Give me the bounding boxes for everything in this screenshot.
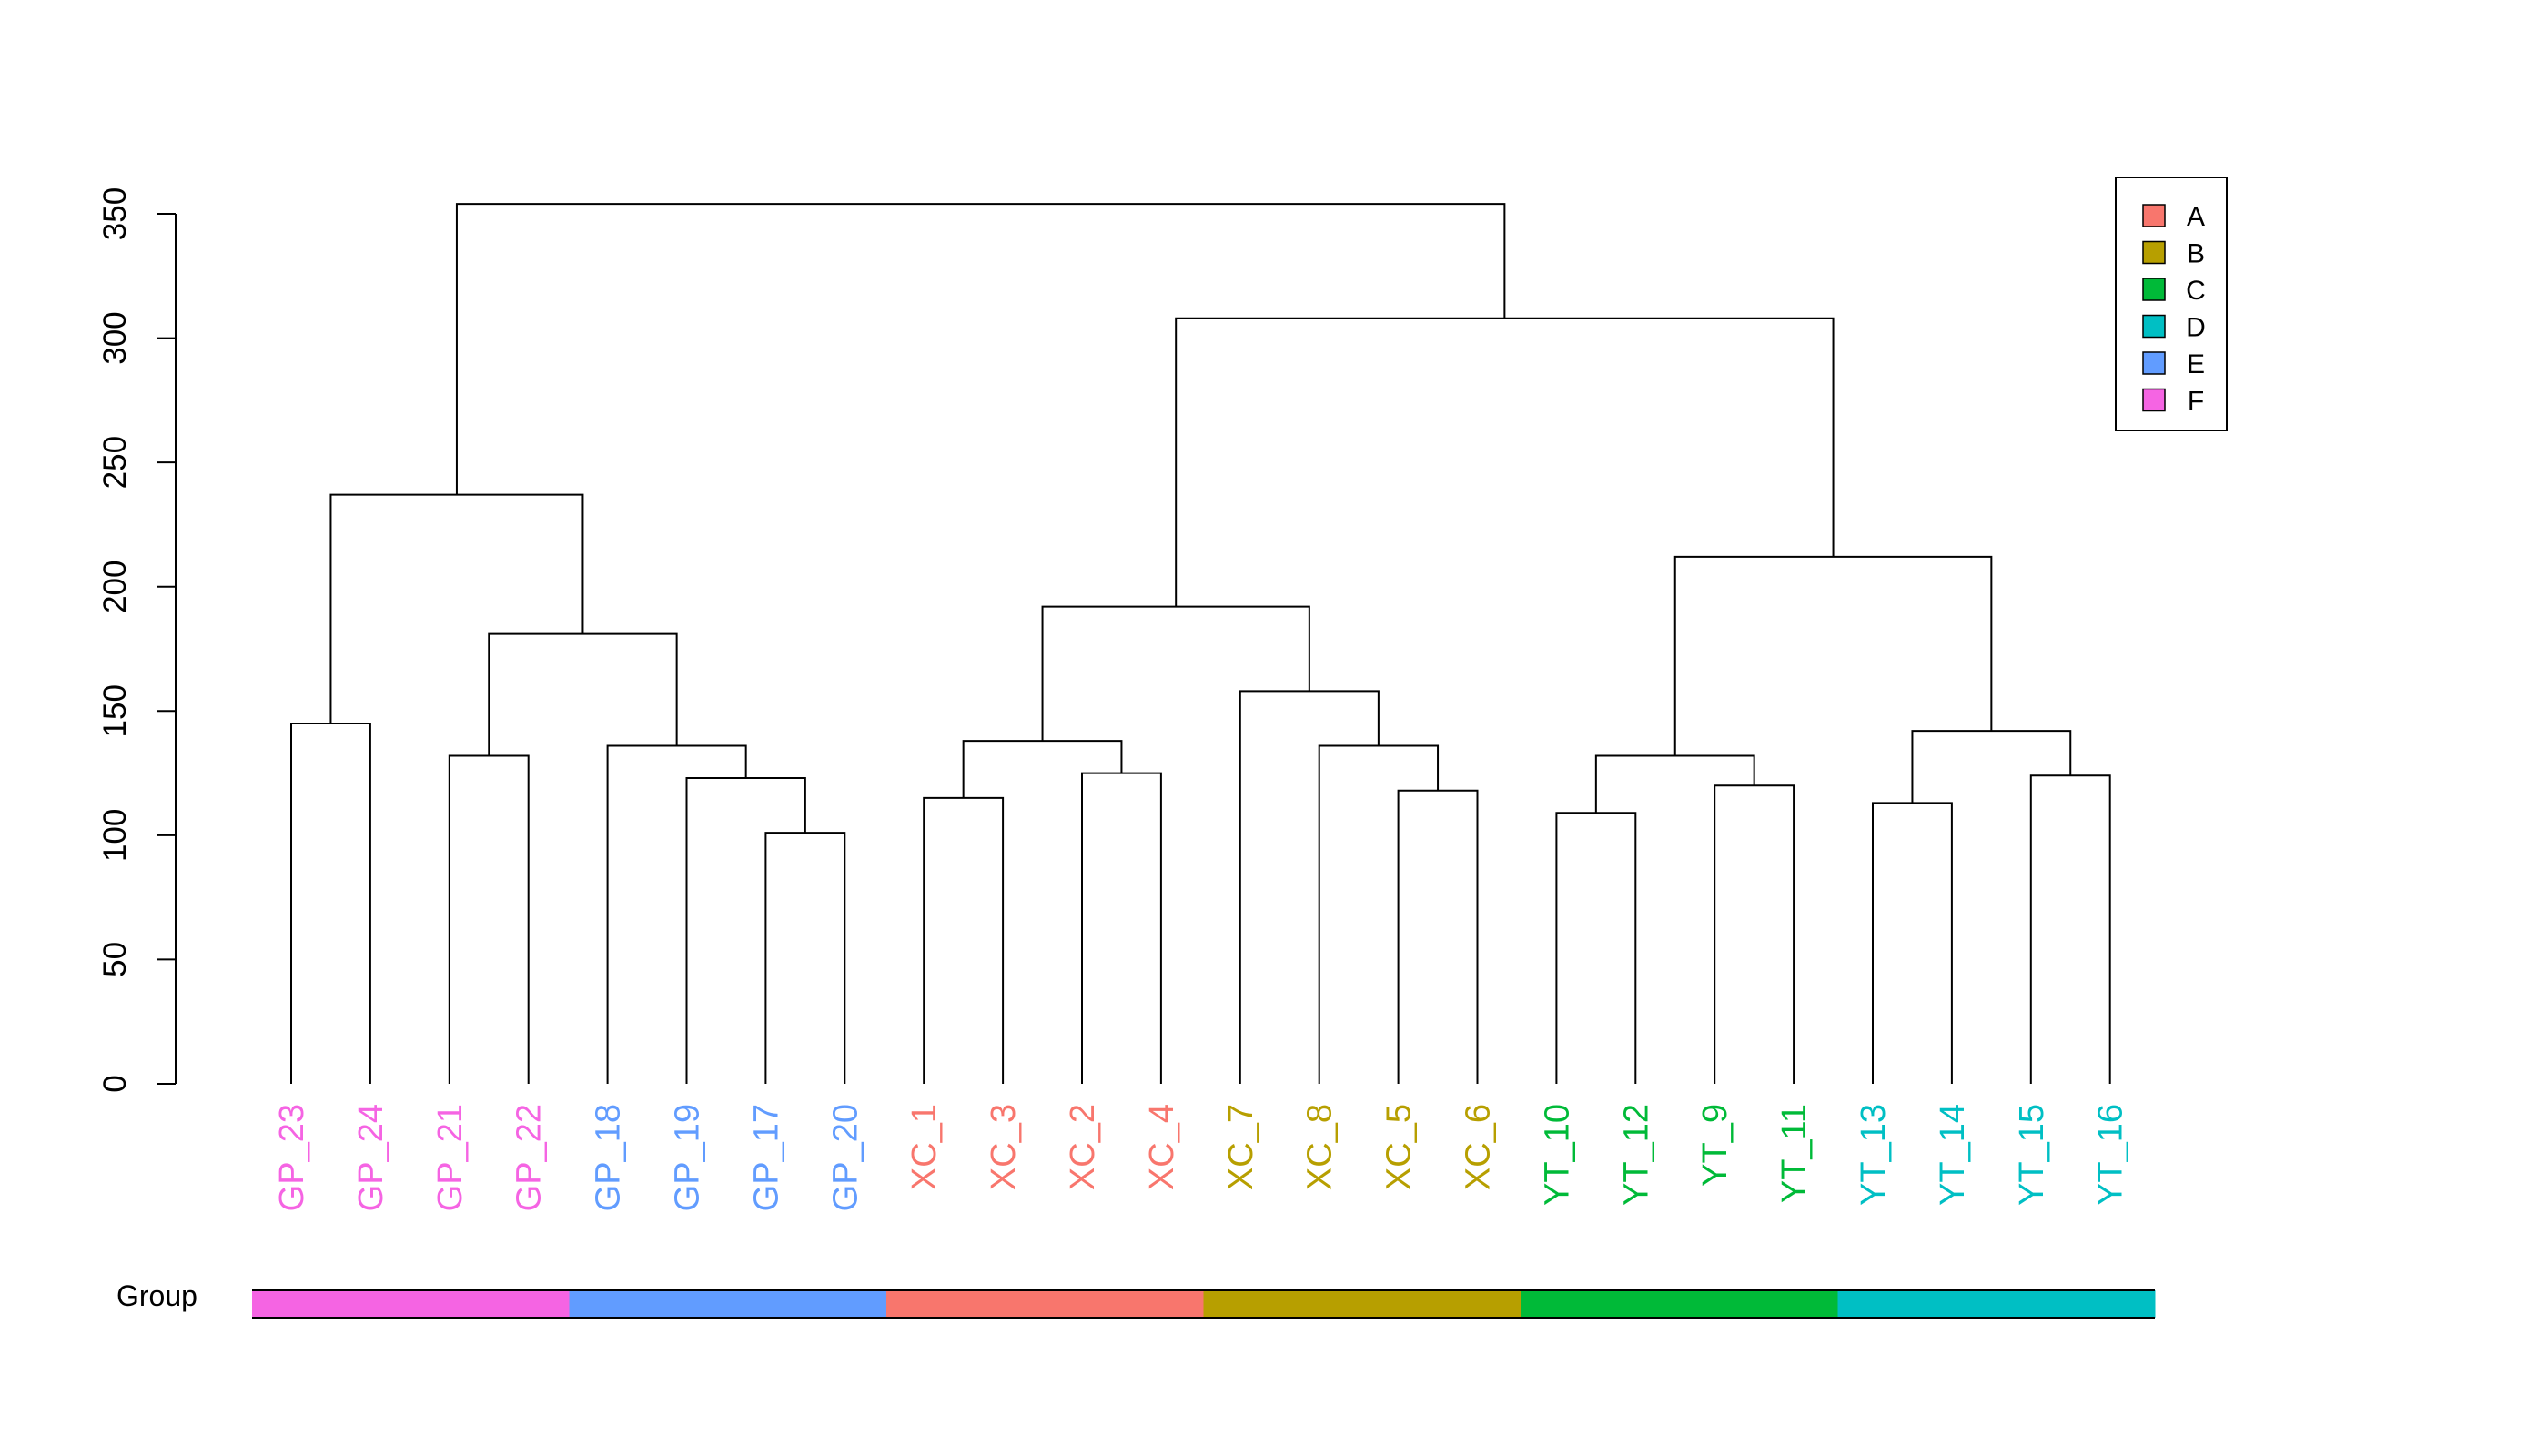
dendrogram-branch (1397, 789, 1479, 1084)
dendrogram-branch (962, 740, 1123, 798)
leaf-label: GP_18 (590, 1104, 628, 1211)
y-tick-label: 0 (97, 1075, 133, 1092)
legend-swatch-b (2142, 240, 2166, 265)
group-bar-segment-b (1203, 1290, 1522, 1318)
leaf-label: YT_13 (1855, 1104, 1893, 1206)
leaf-label: XC_3 (985, 1104, 1023, 1190)
dendrogram-branch (329, 493, 584, 723)
leaf-label: YT_15 (2013, 1104, 2051, 1206)
legend-label-c: C (2186, 276, 2206, 306)
group-bar-segment-f (252, 1290, 570, 1318)
leaf-label: XC_5 (1380, 1104, 1419, 1190)
y-tick-label: 200 (97, 561, 133, 613)
legend-label-e: E (2187, 349, 2205, 379)
leaf-label: GP_20 (826, 1104, 864, 1211)
leaf-label: YT_14 (1934, 1104, 1972, 1206)
dendrogram-branch (455, 203, 1506, 495)
dendrogram-branch (1081, 772, 1162, 1084)
dendrogram-branches (290, 203, 2111, 1084)
dendrogram-branch (1594, 754, 1755, 814)
dendrogram-branch (923, 796, 1005, 1084)
dendrogram-branch (448, 754, 530, 1084)
dendrogram-branch (488, 632, 678, 756)
leaf-label: XC_2 (1064, 1104, 1102, 1190)
y-tick-label: 300 (97, 311, 133, 364)
dendrogram-branch (1911, 730, 2072, 804)
dendrogram-branch (290, 722, 371, 1084)
dendrogram-branch (1318, 744, 1440, 1084)
group-color-bar: Group (116, 1279, 2156, 1319)
y-tick-label: 100 (97, 809, 133, 862)
group-bar-segment-e (569, 1290, 887, 1318)
leaf-label: YT_11 (1775, 1104, 1814, 1203)
leaf-label: XC_7 (1222, 1104, 1260, 1190)
dendrogram-branch (1872, 802, 1953, 1084)
leaf-label: YT_10 (1538, 1104, 1576, 1206)
leaf-label: GP_23 (273, 1104, 311, 1211)
dendrogram-branch (2029, 774, 2111, 1084)
dendrogram-branch (764, 832, 846, 1084)
y-axis: 0 50 100 150 200 250 300 350 (97, 187, 177, 1093)
dendrogram-branch (1175, 317, 1835, 607)
legend-swatch-c (2142, 278, 2166, 301)
dendrogram-branch (606, 744, 747, 1084)
legend-swatch-a (2142, 204, 2166, 228)
legend-label-f: F (2188, 387, 2204, 417)
dendrogram-branch (1673, 555, 1993, 756)
leaf-label: GP_19 (669, 1104, 707, 1211)
leaf-label: XC_4 (1143, 1104, 1181, 1190)
leaf-label: YT_9 (1696, 1104, 1734, 1187)
leaf-labels: GP_23 GP_24 GP_21 GP_22 GP_18 GP_19 GP_17 GP_20… (273, 1104, 2130, 1211)
dendrogram-branch (1714, 784, 1795, 1084)
leaf-label: XC_8 (1301, 1104, 1340, 1190)
leaf-label: XC_1 (905, 1104, 944, 1190)
legend-swatch-f (2142, 388, 2166, 412)
leaf-label: GP_22 (511, 1104, 549, 1211)
dendrogram-branch (1239, 690, 1380, 1084)
leaf-label: GP_17 (747, 1104, 785, 1211)
legend-label-a: A (2187, 202, 2205, 232)
leaf-label: GP_24 (352, 1104, 390, 1211)
y-tick-label: 350 (97, 187, 133, 240)
y-tick-label: 250 (97, 436, 133, 489)
legend-frame (2115, 177, 2228, 431)
y-tick-label: 150 (97, 684, 133, 737)
dendrogram-branch (1041, 605, 1310, 742)
leaf-label: YT_16 (2092, 1104, 2130, 1206)
y-tick-label: 50 (97, 942, 133, 977)
dendrogram-branch (685, 777, 806, 1084)
leaf-label: GP_21 (431, 1104, 470, 1211)
legend-swatch-e (2142, 351, 2166, 375)
group-bar-segment-c (1521, 1290, 1838, 1318)
leaf-label: XC_6 (1460, 1104, 1498, 1190)
dendrogram-branch (1555, 812, 1637, 1084)
group-bar-label: Group (116, 1279, 197, 1312)
group-bar-segment-a (886, 1290, 1204, 1318)
legend-label-d: D (2186, 313, 2206, 343)
group-bar-segment-d (1837, 1290, 2156, 1318)
leaf-label: YT_12 (1617, 1104, 1655, 1206)
legend-swatch-d (2142, 314, 2166, 339)
legend-label-b: B (2187, 239, 2205, 269)
